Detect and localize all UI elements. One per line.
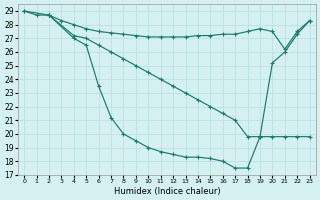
X-axis label: Humidex (Indice chaleur): Humidex (Indice chaleur): [114, 187, 220, 196]
